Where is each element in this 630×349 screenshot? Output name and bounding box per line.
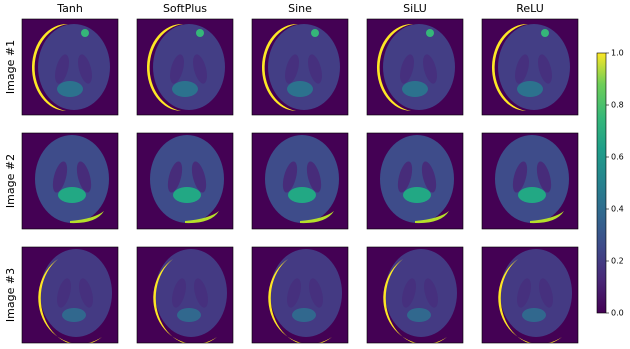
colorbar-tick-label: 0.6 (611, 153, 624, 162)
colorbar-tick-label: 0.2 (611, 257, 624, 266)
column-title: Sine (288, 2, 312, 15)
image-panel (22, 19, 118, 115)
panel-frame (136, 18, 234, 116)
panel-frame (481, 18, 579, 116)
image-panel (252, 19, 348, 115)
panel-frame (366, 18, 464, 116)
image-panel (137, 133, 233, 229)
panel-frame (21, 132, 119, 230)
colorbar-ticks: 0.0 0.2 0.4 0.6 0.8 1.0 (606, 49, 624, 318)
panel-frame (481, 246, 579, 344)
colorbar (596, 52, 607, 314)
panel-frame (366, 132, 464, 230)
row-label: Image #2 (4, 154, 17, 208)
panel-frame (481, 132, 579, 230)
column-title: Tanh (56, 2, 83, 15)
panels: Tanh SoftPlus Sine SiLU ReLU Image #1 Image #2… (4, 2, 579, 344)
panel-frame (21, 18, 119, 116)
image-panel (22, 133, 118, 229)
colorbar-tick-label: 0.0 (611, 309, 624, 318)
column-title: ReLU (516, 2, 544, 15)
panel-frame (251, 18, 349, 116)
row-label: Image #3 (4, 268, 17, 322)
colorbar-tick-label: 0.8 (611, 101, 624, 110)
image-panel (367, 247, 463, 343)
image-panel (367, 133, 463, 229)
colorbar-tick-label: 0.4 (611, 205, 624, 214)
colorbar-tick-label: 1.0 (611, 49, 624, 58)
image-panel (367, 19, 463, 115)
panel-frame (251, 246, 349, 344)
panel-frame (366, 246, 464, 344)
image-panel (22, 247, 118, 343)
image-panel (137, 247, 233, 343)
panel-frame (136, 132, 234, 230)
image-panel (137, 19, 233, 115)
panel-frame (136, 246, 234, 344)
image-panel (482, 133, 578, 229)
column-title: SiLU (403, 2, 427, 15)
image-panel (482, 19, 578, 115)
panel-frame (21, 246, 119, 344)
image-panel (252, 133, 348, 229)
image-panel (482, 247, 578, 343)
column-title: SoftPlus (163, 2, 207, 15)
image-panel (252, 247, 348, 343)
row-label: Image #1 (4, 40, 17, 94)
panel-frame (251, 132, 349, 230)
